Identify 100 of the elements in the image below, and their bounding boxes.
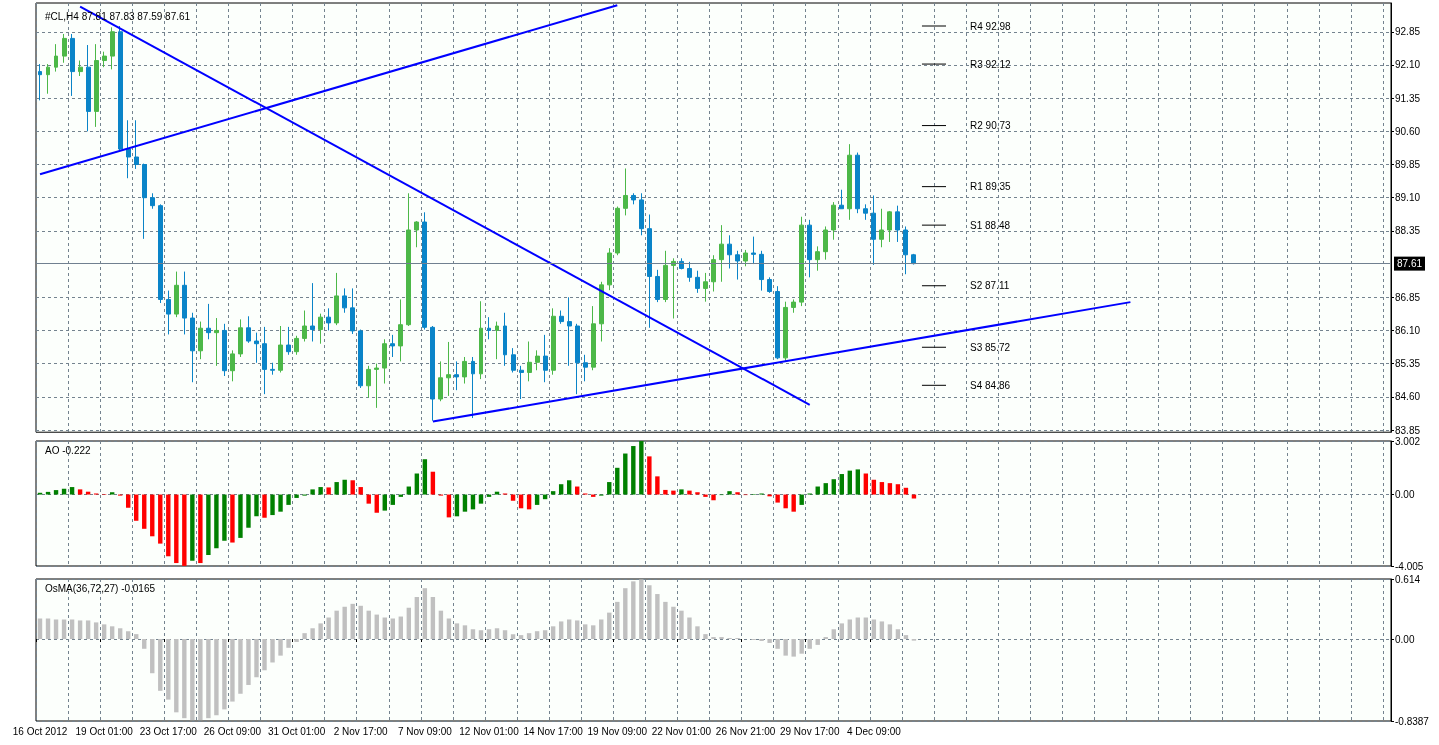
bar <box>174 639 179 713</box>
ref-line-label: 87.61 <box>1397 258 1423 270</box>
candlestick <box>495 321 499 360</box>
candlestick <box>262 326 267 395</box>
bar <box>438 610 444 640</box>
bar <box>190 494 195 561</box>
bar <box>831 479 836 495</box>
bar <box>294 639 299 642</box>
bar <box>77 620 83 640</box>
candlestick <box>631 192 636 205</box>
bar <box>671 490 676 495</box>
bar <box>142 639 147 649</box>
bar <box>558 484 564 495</box>
candlestick <box>254 332 259 364</box>
candlestick <box>887 210 892 243</box>
y-tick-label: 92.10 <box>1395 59 1421 71</box>
candlestick <box>743 249 748 267</box>
candlestick <box>350 287 355 335</box>
candlestick <box>462 356 467 385</box>
bar <box>422 459 428 495</box>
bar <box>158 494 163 544</box>
bar <box>847 619 853 640</box>
bar <box>206 494 211 556</box>
bar <box>558 621 564 640</box>
bar <box>53 490 59 495</box>
bar <box>671 606 676 640</box>
bar <box>158 639 163 691</box>
candlestick <box>775 285 780 360</box>
bar <box>278 639 283 656</box>
candlestick <box>198 321 203 360</box>
bar <box>583 624 588 640</box>
bar <box>214 639 219 716</box>
bar <box>214 494 219 549</box>
candlestick <box>70 33 75 97</box>
chart-title: AO -0.222 <box>45 444 92 456</box>
bar <box>647 585 652 640</box>
bar <box>134 494 139 521</box>
candlestick <box>46 63 50 95</box>
bar <box>350 480 355 495</box>
bar <box>101 624 107 640</box>
bar <box>711 494 716 501</box>
candlestick <box>390 334 395 358</box>
candlestick <box>366 365 371 399</box>
y-tick-label: 0.00 <box>1395 633 1415 645</box>
bar <box>366 610 371 640</box>
candlestick <box>703 272 708 303</box>
bar <box>238 494 243 538</box>
x-tick-label: 22 Nov 01:00 <box>651 725 712 737</box>
bar <box>591 625 596 640</box>
candlestick <box>895 205 900 243</box>
candlestick <box>831 201 836 241</box>
bar <box>254 639 259 678</box>
bar <box>574 486 580 495</box>
bar <box>735 492 740 495</box>
bar <box>310 489 315 495</box>
bar <box>342 479 347 495</box>
bar <box>695 492 700 495</box>
x-tick-label: 26 Oct 09:00 <box>203 725 262 737</box>
candlestick <box>623 167 628 216</box>
candlestick <box>318 313 323 345</box>
candlestick <box>903 225 908 275</box>
bar <box>775 639 780 649</box>
bar <box>687 490 692 495</box>
y-tick-label: 89.85 <box>1395 159 1421 171</box>
bar <box>174 494 179 564</box>
bar <box>478 630 484 640</box>
bar <box>550 491 556 495</box>
candlestick <box>454 360 459 391</box>
y-tick-label: 3.002 <box>1395 435 1421 447</box>
candlestick <box>166 290 171 335</box>
bar <box>382 494 387 511</box>
bar <box>222 494 227 541</box>
x-tick-label: 19 Nov 09:00 <box>587 725 648 737</box>
bar <box>134 634 139 640</box>
bar <box>839 623 844 640</box>
bar <box>534 631 540 640</box>
bar <box>847 470 853 495</box>
bar <box>286 494 291 505</box>
bar <box>767 639 772 643</box>
bar <box>615 601 620 640</box>
bar <box>623 453 628 495</box>
bar <box>607 482 612 495</box>
bar <box>117 628 123 640</box>
bar <box>574 620 580 640</box>
candlestick <box>222 323 227 377</box>
bar <box>623 588 628 640</box>
y-tick-label: 86.10 <box>1395 324 1421 336</box>
bar <box>342 606 347 640</box>
text: S1 88.48 <box>970 219 1011 231</box>
candlestick <box>863 203 868 221</box>
bar <box>486 629 492 640</box>
bar <box>566 480 572 495</box>
bar <box>422 588 428 640</box>
bar <box>278 494 283 512</box>
candlestick <box>406 192 411 327</box>
bar <box>679 489 684 495</box>
y-tick-label: 91.35 <box>1395 92 1421 104</box>
candlestick <box>158 203 163 304</box>
candlestick <box>735 250 740 281</box>
bar <box>414 473 420 495</box>
